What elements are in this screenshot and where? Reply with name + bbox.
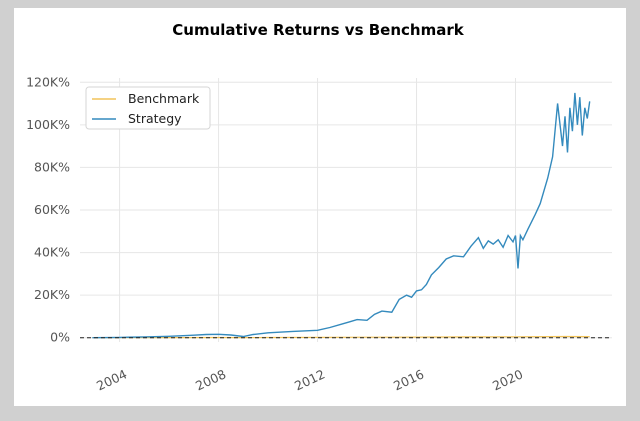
series-line-strategy — [92, 92, 591, 339]
x-tick-label: 2020 — [490, 366, 525, 393]
series-lines — [92, 92, 591, 339]
x-tick-label: 2012 — [292, 366, 327, 393]
y-tick-label: 120K% — [26, 74, 70, 89]
x-tick-label: 2016 — [391, 366, 426, 393]
chart-frame: Cumulative Returns vs Benchmark 0% 20K% 40… — [14, 8, 626, 406]
y-tick-label: 0% — [50, 330, 70, 345]
legend-label-benchmark: Benchmark — [128, 91, 200, 106]
chart-title: Cumulative Returns vs Benchmark — [172, 21, 464, 39]
y-tick-label: 60K% — [34, 202, 70, 217]
y-tick-label: 20K% — [34, 287, 70, 302]
x-tick-label: 2008 — [193, 366, 228, 393]
cumulative-returns-chart: Cumulative Returns vs Benchmark 0% 20K% 40… — [26, 21, 612, 393]
x-axis-ticks: 2004 2008 2012 2016 2020 — [94, 366, 525, 393]
y-tick-label: 40K% — [34, 245, 70, 260]
x-tick-label: 2004 — [94, 366, 129, 393]
y-tick-label: 80K% — [34, 159, 70, 174]
y-tick-label: 100K% — [26, 117, 70, 132]
legend-label-strategy: Strategy — [128, 111, 182, 126]
series-line-benchmark — [92, 335, 590, 339]
legend: Benchmark Strategy — [85, 86, 211, 130]
y-axis-ticks: 0% 20K% 40K% 60K% 80K% 100K% 120K% — [26, 74, 70, 344]
legend-box — [85, 86, 211, 130]
